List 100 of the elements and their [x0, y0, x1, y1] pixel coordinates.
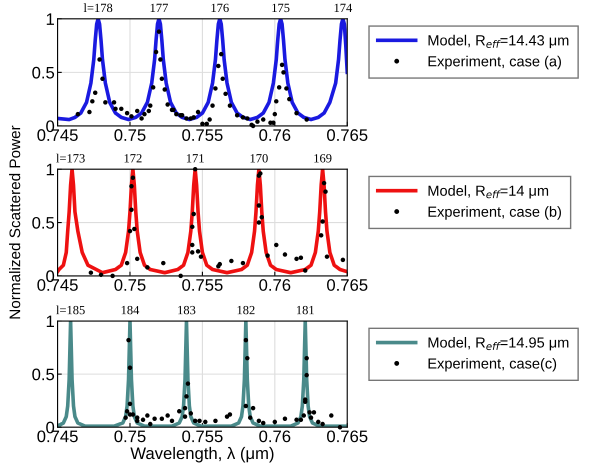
x-tick-label: 0.76 [259, 279, 290, 291]
y-tick-label: 1 [46, 13, 54, 25]
annotation: 171 [186, 154, 204, 162]
point [298, 256, 304, 260]
y-tick-label: 0.5 [32, 368, 54, 380]
legend-label: Experiment, case (a) [428, 56, 561, 70]
legend-label: Experiment, case(c) [428, 358, 556, 372]
point [188, 411, 194, 416]
point [304, 372, 309, 378]
point [304, 356, 309, 360]
point [340, 258, 346, 262]
point [134, 415, 140, 420]
point [165, 413, 170, 418]
annotation: 182 [238, 306, 255, 314]
point [126, 338, 131, 342]
point [282, 252, 288, 257]
annotation: 175 [272, 4, 290, 12]
y-axis-title: Normalized Scattered Power [9, 126, 20, 319]
point [145, 265, 150, 270]
point [190, 224, 195, 230]
annotation: 169 [314, 154, 332, 162]
point [228, 412, 232, 417]
point [134, 418, 140, 424]
annotation: l=178 [84, 3, 112, 12]
point [178, 274, 183, 278]
point [260, 214, 264, 220]
annotation: l=185 [56, 306, 85, 314]
point [320, 219, 325, 224]
point [203, 420, 208, 424]
point [318, 233, 324, 238]
x-axis-title: Wavelength, λ (μm) [130, 446, 274, 462]
point [190, 250, 195, 255]
x-tick-label: 0.755 [182, 279, 223, 291]
x-tick-label: 0.75 [114, 279, 146, 291]
annotation: 181 [296, 306, 314, 314]
point [145, 413, 150, 418]
point [265, 253, 270, 258]
point [190, 242, 195, 248]
y-tick-label: 0.5 [32, 216, 54, 229]
annotation: 183 [178, 306, 196, 314]
point [256, 203, 262, 208]
point [128, 366, 132, 370]
point [134, 256, 140, 262]
point [312, 410, 316, 415]
x-tick-label: 0.755 [182, 129, 223, 141]
point [218, 262, 222, 266]
point [148, 422, 153, 426]
point [256, 418, 262, 424]
point [98, 272, 104, 278]
point [224, 414, 230, 419]
point [244, 338, 248, 342]
point [302, 413, 306, 418]
point [160, 416, 164, 421]
point [274, 242, 279, 248]
point [123, 415, 128, 420]
x-tick-label: 0.75 [114, 129, 146, 141]
point [338, 424, 342, 430]
annotation: 170 [250, 154, 268, 162]
x-tick-label: 0.75 [114, 430, 146, 442]
point [140, 418, 146, 422]
point [186, 381, 190, 386]
point [245, 356, 250, 360]
point [307, 410, 312, 415]
legend-label: Model, R$_{eff}$=14 μm [428, 185, 548, 199]
point [316, 420, 321, 424]
point [129, 184, 134, 189]
point [260, 420, 266, 426]
legend-label: Model, R$_{eff}$=14.43 μm [428, 34, 568, 48]
x-tick-label: 0.755 [182, 430, 223, 442]
x-tick-label: 0.765 [327, 430, 368, 442]
point [298, 418, 304, 422]
point [182, 414, 188, 419]
point [198, 254, 204, 259]
point [294, 418, 299, 422]
point [323, 189, 328, 194]
point [308, 415, 314, 420]
annotation: l=173 [56, 154, 85, 162]
point [196, 249, 200, 254]
point [229, 258, 234, 264]
point [324, 254, 330, 259]
point [124, 409, 130, 414]
point [244, 404, 248, 408]
point [176, 409, 182, 414]
point [129, 207, 134, 212]
x-tick-label: 0.76 [259, 129, 290, 141]
point [248, 415, 252, 420]
point [88, 270, 94, 275]
x-tick-label: 0.765 [327, 129, 368, 141]
y-tick-label: 1 [46, 316, 54, 328]
point [256, 220, 262, 225]
point [128, 228, 132, 234]
legend-label: Experiment, case (b) [428, 206, 561, 220]
x-tick-label: 0.76 [259, 430, 290, 442]
point [302, 268, 308, 273]
point [152, 416, 157, 421]
line-series [58, 321, 348, 428]
point [282, 416, 288, 421]
point [213, 418, 218, 424]
point [182, 406, 188, 410]
y-tick-label: 1 [46, 164, 54, 176]
